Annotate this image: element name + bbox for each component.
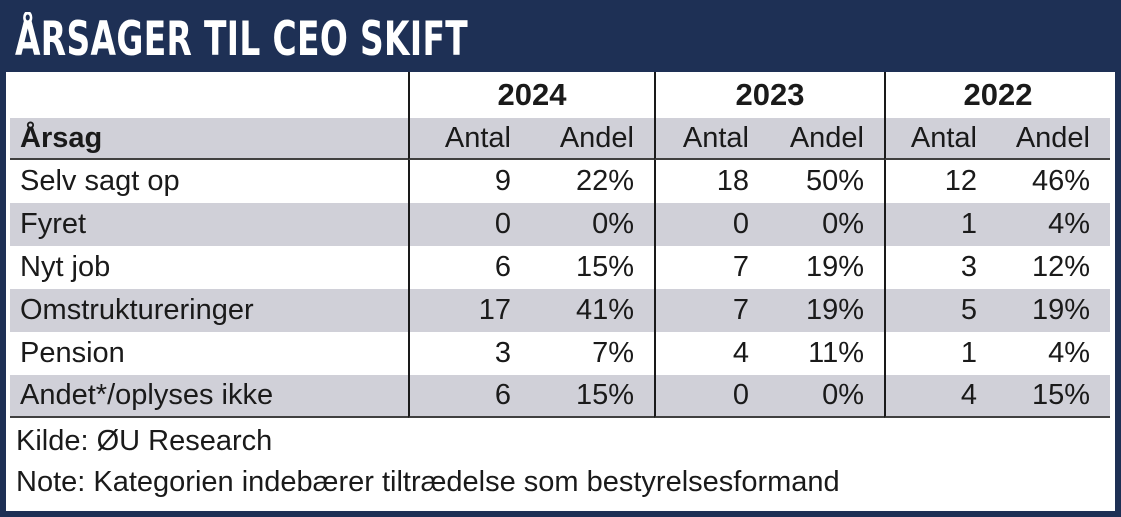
cell-value: 0% <box>531 203 654 246</box>
year-header-2: 2022 <box>884 72 1110 118</box>
year-header-1: 2023 <box>654 72 884 118</box>
row-label: Pension <box>20 337 125 369</box>
column-header-andel-0: Andel <box>531 118 654 160</box>
cell-value: 19% <box>769 289 884 332</box>
cell-value: 5 <box>884 289 997 332</box>
cell-value: 4 <box>654 332 769 375</box>
cell-value: 17 <box>408 289 531 332</box>
cell-value: 4% <box>997 203 1110 246</box>
cell-value: 3 <box>408 332 531 375</box>
cell-value: 0 <box>654 203 769 246</box>
footer-source: Kilde: ØU Research <box>16 425 273 457</box>
cell-value: 22% <box>575 165 634 197</box>
cell-value: 15% <box>997 375 1110 418</box>
column-header-andel-2: Andel <box>997 118 1110 160</box>
cell-value: 7% <box>592 337 634 369</box>
column-header-antal-0: Antal <box>408 118 531 160</box>
cell-value: 3 <box>884 246 997 289</box>
cell-value: 15% <box>531 375 654 418</box>
page-title: ÅRSAGER TIL CEO SKIFT <box>15 11 469 67</box>
cell-value: 1 <box>884 332 997 375</box>
cell-value: 4 <box>884 375 997 418</box>
column-header-antal-1: Antal <box>654 118 769 160</box>
cell-value: 19% <box>805 251 864 283</box>
cell-value: 15% <box>575 251 634 283</box>
cell-value: 12% <box>1031 251 1090 283</box>
row-label: Andet*/oplyses ikke <box>10 375 408 418</box>
column-header-andel-1: Andel <box>769 118 884 160</box>
year-header-corner <box>10 72 408 118</box>
cell-value: 11% <box>808 337 864 369</box>
cell-value: 0 <box>408 203 531 246</box>
table-area: 2024 2023 2022 Årsag Antal Andel Antal Andel Ant… <box>6 72 1115 418</box>
cell-value: 0% <box>769 375 884 418</box>
cell-value: 4% <box>1048 337 1090 369</box>
cell-value: 12 <box>884 160 997 203</box>
cell-value: 7 <box>654 246 769 289</box>
cell-value: 0% <box>769 203 884 246</box>
cell-value: 41% <box>531 289 654 332</box>
cell-value: 9 <box>408 160 531 203</box>
cell-value: 19% <box>997 289 1110 332</box>
cell-value: 1 <box>884 203 997 246</box>
cell-value: 18 <box>654 160 769 203</box>
cell-value: 7 <box>654 289 769 332</box>
row-label: Fyret <box>10 203 408 246</box>
cell-value: 6 <box>408 375 531 418</box>
row-label: Selv sagt op <box>20 165 180 197</box>
year-header-0: 2024 <box>408 72 654 118</box>
cell-value: 46% <box>1031 165 1090 197</box>
column-header-antal-2: Antal <box>884 118 997 160</box>
title-bar: ÅRSAGER TIL CEO SKIFT <box>6 6 1115 72</box>
cell-value: 6 <box>408 246 531 289</box>
cell-value: 0 <box>654 375 769 418</box>
footer-note: Note: Kategorien indebærer tiltrædelse s… <box>16 466 840 498</box>
data-table: 2024 2023 2022 Årsag Antal Andel Antal Andel Ant… <box>10 72 1110 418</box>
row-label: Nyt job <box>20 251 111 283</box>
table-footer: Kilde: ØU Research Note: Kategorien inde… <box>6 418 1115 503</box>
row-label: Omstruktureringer <box>10 289 408 332</box>
column-header-arsag: Årsag <box>10 118 408 160</box>
cell-value: 50% <box>805 165 864 197</box>
